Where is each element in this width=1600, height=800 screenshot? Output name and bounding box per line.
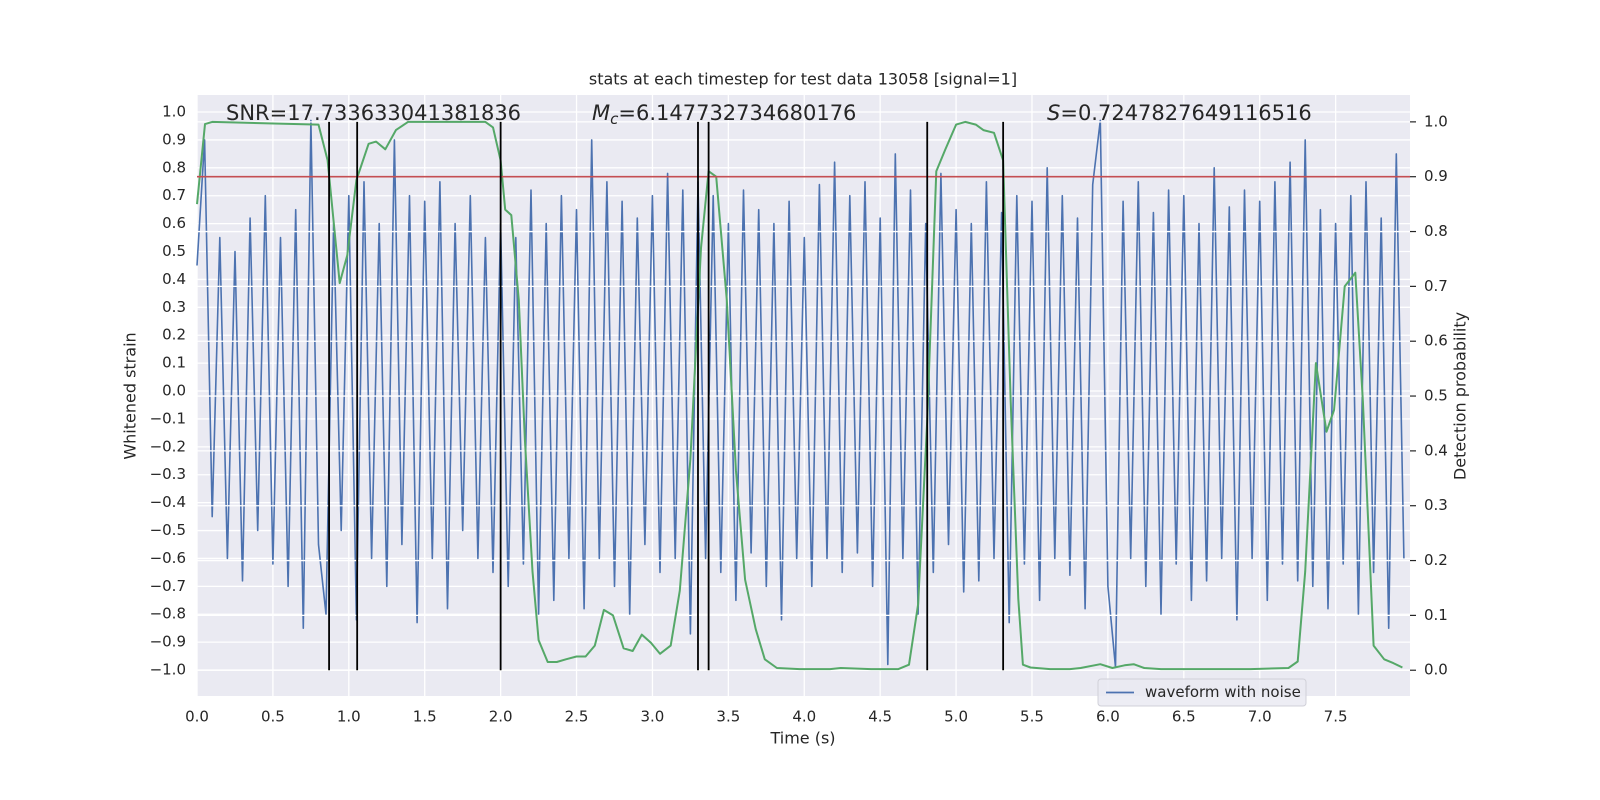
y2-tick-label: 0.5 xyxy=(1424,387,1448,405)
y-tick-label: 0.7 xyxy=(162,186,186,204)
y-tick-label: 0.0 xyxy=(162,382,186,400)
y-tick-label: −0.2 xyxy=(150,437,186,455)
legend-label: waveform with noise xyxy=(1145,683,1301,701)
x-tick-label: 1.5 xyxy=(413,708,437,726)
y2-tick-label: 0.6 xyxy=(1424,332,1448,350)
annotation-text: =0.7247827649116516 xyxy=(1060,101,1311,125)
x-tick-label: 4.0 xyxy=(792,708,816,726)
y-axis-label: Whitened strain xyxy=(121,332,140,459)
annotation-symbol: M xyxy=(592,101,610,125)
x-tick-label: 4.5 xyxy=(868,708,892,726)
y2-tick-label: 0.7 xyxy=(1424,277,1448,295)
y-tick-label: 0.4 xyxy=(162,270,186,288)
y2-axis-label: Detection probability xyxy=(1451,312,1470,480)
x-tick-label: 5.5 xyxy=(1020,708,1044,726)
x-tick-label: 7.5 xyxy=(1324,708,1348,726)
x-axis-label: Time (s) xyxy=(769,729,835,748)
y2-tick-label: 0.3 xyxy=(1424,496,1448,514)
annotation-symbol: S xyxy=(1047,101,1060,125)
y-tick-label: −0.6 xyxy=(150,549,186,567)
y-tick-label: 1.0 xyxy=(162,103,186,121)
y-tick-label: −0.1 xyxy=(150,409,186,427)
annotation: S=0.7247827649116516 xyxy=(1047,101,1312,125)
y2-tick-label: 0.1 xyxy=(1424,606,1448,624)
y-tick-label: −0.5 xyxy=(150,521,186,539)
y2-tick-label: 0.0 xyxy=(1424,661,1448,679)
y-tick-label: 0.1 xyxy=(162,354,186,372)
x-tick-label: 1.0 xyxy=(337,708,361,726)
x-tick-label: 6.0 xyxy=(1096,708,1120,726)
x-tick-label: 6.5 xyxy=(1172,708,1196,726)
chart-title: stats at each timestep for test data 130… xyxy=(589,70,1017,89)
y2-tick-label: 1.0 xyxy=(1424,112,1448,130)
y-tick-label: −0.3 xyxy=(150,465,186,483)
y2-tick-label: 0.2 xyxy=(1424,551,1448,569)
y-tick-label: 0.8 xyxy=(162,158,186,176)
annotation: Mc=6.147732734680176 xyxy=(592,101,856,128)
x-tick-label: 5.0 xyxy=(944,708,968,726)
x-tick-label: 2.0 xyxy=(489,708,513,726)
legend-box xyxy=(1097,678,1307,707)
y-tick-label: −0.8 xyxy=(150,605,186,623)
y-tick-label: −0.9 xyxy=(150,633,186,651)
x-tick-label: 0.5 xyxy=(261,708,285,726)
y-tick-label: 0.9 xyxy=(162,130,186,148)
annotation-text: =6.147732734680176 xyxy=(618,101,856,125)
y-tick-label: 0.3 xyxy=(162,298,186,316)
y-tick-label: 0.5 xyxy=(162,242,186,260)
x-tick-label: 3.5 xyxy=(716,708,740,726)
x-tick-label: 3.0 xyxy=(641,708,665,726)
x-tick-label: 2.5 xyxy=(565,708,589,726)
x-tick-label: 0.0 xyxy=(185,708,209,726)
annotation: SNR=17.733633041381836 xyxy=(226,101,521,125)
y-tick-label: −1.0 xyxy=(150,661,186,679)
y-tick-label: 0.2 xyxy=(162,326,186,344)
x-tick-label: 7.0 xyxy=(1248,708,1272,726)
annotation-subscript: c xyxy=(610,110,619,128)
y-tick-label: −0.7 xyxy=(150,577,186,595)
y2-tick-label: 0.4 xyxy=(1424,441,1448,459)
y2-tick-label: 0.8 xyxy=(1424,222,1448,240)
waveform-line xyxy=(196,119,1405,669)
overlay xyxy=(196,120,1410,671)
y-tick-label: 0.6 xyxy=(162,214,186,232)
annotation-text: SNR=17.733633041381836 xyxy=(226,101,521,125)
marks xyxy=(196,119,1405,669)
y-tick-label: −0.4 xyxy=(150,493,186,511)
y2-tick-label: 0.9 xyxy=(1424,167,1448,185)
